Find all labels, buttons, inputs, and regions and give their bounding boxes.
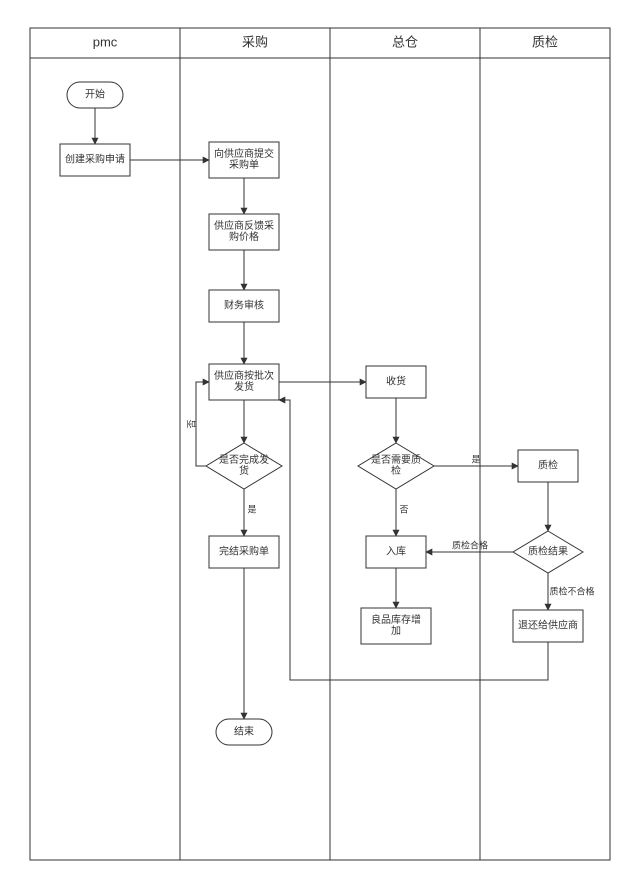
svg-text:收货: 收货	[386, 375, 406, 388]
svg-text:是否完成发: 是否完成发	[219, 453, 269, 466]
svg-text:向供应商提交: 向供应商提交	[214, 147, 274, 160]
node-return: 退还给供应商	[513, 610, 583, 642]
svg-text:加: 加	[391, 625, 401, 637]
edge-label-qc_result-inbound: 质检合格	[452, 539, 488, 550]
edge-label-done_ship-ship: 否	[186, 419, 196, 428]
svg-text:质检: 质检	[538, 459, 558, 472]
svg-text:财务审核: 财务审核	[224, 299, 264, 312]
edge-label-need_qc-qc: 是	[471, 454, 480, 464]
svg-text:良品库存增: 良品库存增	[371, 613, 421, 626]
node-fin: 财务审核	[209, 290, 279, 322]
svg-text:完结采购单: 完结采购单	[219, 545, 269, 558]
svg-text:发货: 发货	[234, 380, 254, 393]
svg-text:开始: 开始	[85, 88, 105, 101]
node-feedback: 供应商反馈采购价格	[209, 214, 279, 250]
node-qc_result: 质检结果	[513, 531, 583, 573]
node-create: 创建采购申请	[60, 144, 130, 176]
node-end: 结束	[216, 719, 272, 745]
svg-text:入库: 入库	[386, 545, 406, 558]
svg-text:货: 货	[239, 464, 249, 477]
flowchart-canvas: pmc采购总仓质检是否否是质检合格质检不合格开始创建采购申请向供应商提交采购单供…	[0, 0, 640, 876]
svg-text:供应商按批次: 供应商按批次	[214, 369, 274, 382]
edge-label-done_ship-close: 是	[247, 504, 256, 514]
svg-text:采购单: 采购单	[229, 158, 259, 171]
edge-done_ship-ship	[196, 382, 209, 466]
svg-text:是否需要质: 是否需要质	[371, 454, 421, 466]
lane-header-qc: 质检	[532, 34, 558, 49]
svg-text:创建采购申请: 创建采购申请	[65, 153, 125, 166]
node-submit: 向供应商提交采购单	[209, 142, 279, 178]
svg-text:质检结果: 质检结果	[528, 545, 568, 558]
edge-label-need_qc-inbound: 否	[399, 504, 408, 514]
svg-text:购价格: 购价格	[229, 230, 259, 243]
svg-text:供应商反馈采: 供应商反馈采	[214, 219, 274, 232]
node-inbound: 入库	[366, 536, 426, 568]
node-qc: 质检	[518, 450, 578, 482]
node-stock: 良品库存增加	[361, 608, 431, 644]
lane-header-wh: 总仓	[392, 34, 418, 49]
lane-header-buy: 采购	[242, 34, 268, 49]
svg-text:结束: 结束	[234, 725, 254, 738]
svg-text:退还给供应商: 退还给供应商	[518, 619, 578, 632]
svg-text:检: 检	[391, 464, 401, 477]
node-close: 完结采购单	[209, 536, 279, 568]
lane-header-pmc: pmc	[93, 34, 118, 49]
node-done_ship: 是否完成发货	[206, 443, 282, 489]
node-receive: 收货	[366, 366, 426, 398]
node-ship: 供应商按批次发货	[209, 364, 279, 400]
node-need_qc: 是否需要质检	[358, 443, 434, 489]
node-start: 开始	[67, 82, 123, 108]
edge-label-qc_result-return: 质检不合格	[549, 585, 594, 596]
